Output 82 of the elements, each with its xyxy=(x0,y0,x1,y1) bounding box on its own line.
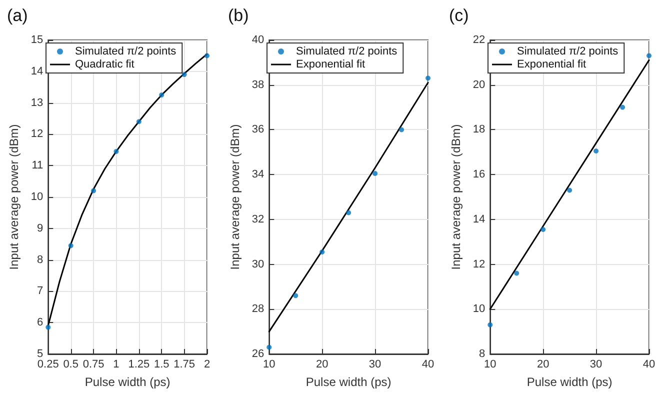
point xyxy=(68,243,74,248)
y-tick-label: 34 xyxy=(252,168,264,181)
x-tick-label: 20 xyxy=(316,358,328,370)
x-tick-label: 20 xyxy=(536,358,550,370)
x-axis-title: Pulse width (ps) xyxy=(306,375,392,389)
point xyxy=(399,127,404,132)
y-tick-label: 14 xyxy=(30,65,44,78)
point xyxy=(567,188,572,193)
point xyxy=(182,72,187,78)
y-axis-title: Input average power (dBm) xyxy=(449,124,463,270)
y-tick-label: 32 xyxy=(252,213,264,226)
legend-label: Simulated π/2 points xyxy=(75,46,177,58)
point xyxy=(114,148,119,154)
point xyxy=(514,270,520,276)
point xyxy=(136,119,142,124)
y-tick-label: 16 xyxy=(472,168,486,181)
x-tick-label: 10 xyxy=(484,358,496,370)
y-tick-label: 12 xyxy=(30,128,44,140)
chart-title: (b) xyxy=(228,6,249,25)
y-tick-label: 8 xyxy=(479,348,486,360)
y-tick-label: 40 xyxy=(252,34,264,46)
x-tick-label: 30 xyxy=(590,358,602,370)
chart-title: (a) xyxy=(7,6,28,25)
point xyxy=(426,76,430,81)
y-tick-label: 28 xyxy=(252,303,264,316)
y-tick-label: 38 xyxy=(252,78,264,91)
point xyxy=(293,293,298,298)
x-tick-label: 1.75 xyxy=(174,358,196,370)
y-tick-label: 14 xyxy=(472,213,486,226)
y-tick-label: 10 xyxy=(30,191,44,203)
y-tick-label: 20 xyxy=(472,78,486,91)
x-tick-label: 1.5 xyxy=(154,358,170,370)
point xyxy=(204,53,210,58)
x-tick-label: 30 xyxy=(368,358,382,370)
y-tick-label: 11 xyxy=(32,160,44,172)
chart-title: (c) xyxy=(449,6,469,25)
point xyxy=(372,170,378,176)
y-tick-label: 9 xyxy=(37,222,44,234)
y-tick-label: 15 xyxy=(30,34,44,46)
point xyxy=(266,344,272,350)
point xyxy=(540,227,546,232)
y-axis-title: Input average power (dBm) xyxy=(228,124,242,270)
y-tick-label: 5 xyxy=(37,348,44,360)
point xyxy=(646,53,652,58)
y-tick-label: 22 xyxy=(472,34,486,46)
y-tick-label: 7 xyxy=(37,285,44,298)
legend-label: Simulated π/2 points xyxy=(517,46,619,58)
point xyxy=(488,322,493,328)
point xyxy=(320,249,325,254)
legend-label: Simulated π/2 points xyxy=(296,46,398,58)
y-tick-label: 30 xyxy=(252,258,264,270)
x-tick-label: 0.5 xyxy=(63,358,78,370)
x-tick-label: 0.25 xyxy=(37,358,59,370)
legend-label: Exponential fit xyxy=(517,58,586,70)
point xyxy=(346,210,352,216)
x-tick-label: 1.25 xyxy=(128,358,150,370)
point xyxy=(159,92,164,98)
x-axis-title: Pulse width (ps) xyxy=(526,375,612,389)
y-tick-label: 26 xyxy=(252,348,264,360)
y-tick-label: 13 xyxy=(30,96,44,109)
legend-label: Quadratic fit xyxy=(75,58,134,70)
point xyxy=(46,324,51,330)
x-tick-label: 1 xyxy=(113,358,120,370)
line-series xyxy=(489,59,650,310)
y-tick-label: 18 xyxy=(472,124,486,136)
legend-label: Exponential fit xyxy=(296,58,366,70)
x-tick-label: 40 xyxy=(422,358,434,370)
point xyxy=(594,148,599,154)
y-tick-label: 8 xyxy=(37,254,44,266)
point xyxy=(620,104,626,110)
line-series xyxy=(268,82,429,332)
x-tick-label: 10 xyxy=(263,358,276,370)
y-tick-label: 36 xyxy=(252,124,264,136)
y-tick-label: 12 xyxy=(472,258,486,270)
y-axis-title: Input average power (dBm) xyxy=(7,124,21,270)
y-tick-label: 10 xyxy=(472,303,486,316)
y-tick-label: 6 xyxy=(37,316,44,329)
x-tick-label: 2 xyxy=(204,358,210,370)
x-axis-title: Pulse width (ps) xyxy=(84,375,170,389)
x-tick-label: 40 xyxy=(642,358,656,370)
point xyxy=(91,188,96,194)
x-tick-label: 0.75 xyxy=(82,358,104,370)
